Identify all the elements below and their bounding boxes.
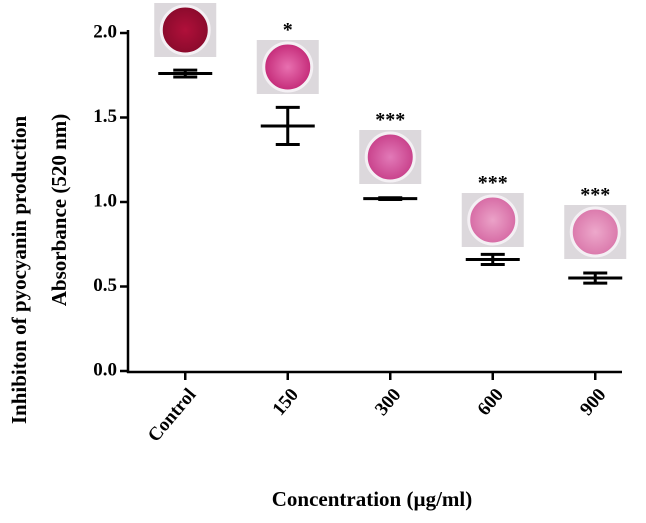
significance: *** xyxy=(478,172,508,194)
x-tick-label: 150 xyxy=(269,385,303,420)
y-tick-label: 2.0 xyxy=(93,21,117,42)
x-axis-title: Concentration (µg/ml) xyxy=(272,487,472,511)
x-tick-label: Control xyxy=(144,385,201,447)
sample-well xyxy=(564,205,627,259)
sample-well xyxy=(154,3,217,57)
significance: *** xyxy=(375,109,405,131)
y-axis-subtitle: Absorbance (520 nm) xyxy=(47,114,71,307)
well xyxy=(569,206,621,258)
sample-well xyxy=(256,40,319,94)
well xyxy=(467,194,519,246)
y-tick-label: 1.0 xyxy=(93,190,117,211)
sample-well xyxy=(359,130,422,184)
well xyxy=(364,131,416,183)
y-tick-label: 0.5 xyxy=(93,275,117,296)
y-tick-label: 1.5 xyxy=(93,106,117,127)
x-tick-label: 900 xyxy=(576,385,610,420)
well xyxy=(159,4,211,56)
well xyxy=(262,41,314,93)
x-tick-label: 300 xyxy=(371,385,405,420)
y-axis-title: Inhibiton of pyocyanin production xyxy=(7,116,31,425)
y-tick-label: 0.0 xyxy=(93,359,117,380)
significance: *** xyxy=(580,184,610,206)
significance: * xyxy=(283,19,293,41)
sample-well xyxy=(461,193,524,247)
x-tick-label: 600 xyxy=(474,385,508,420)
